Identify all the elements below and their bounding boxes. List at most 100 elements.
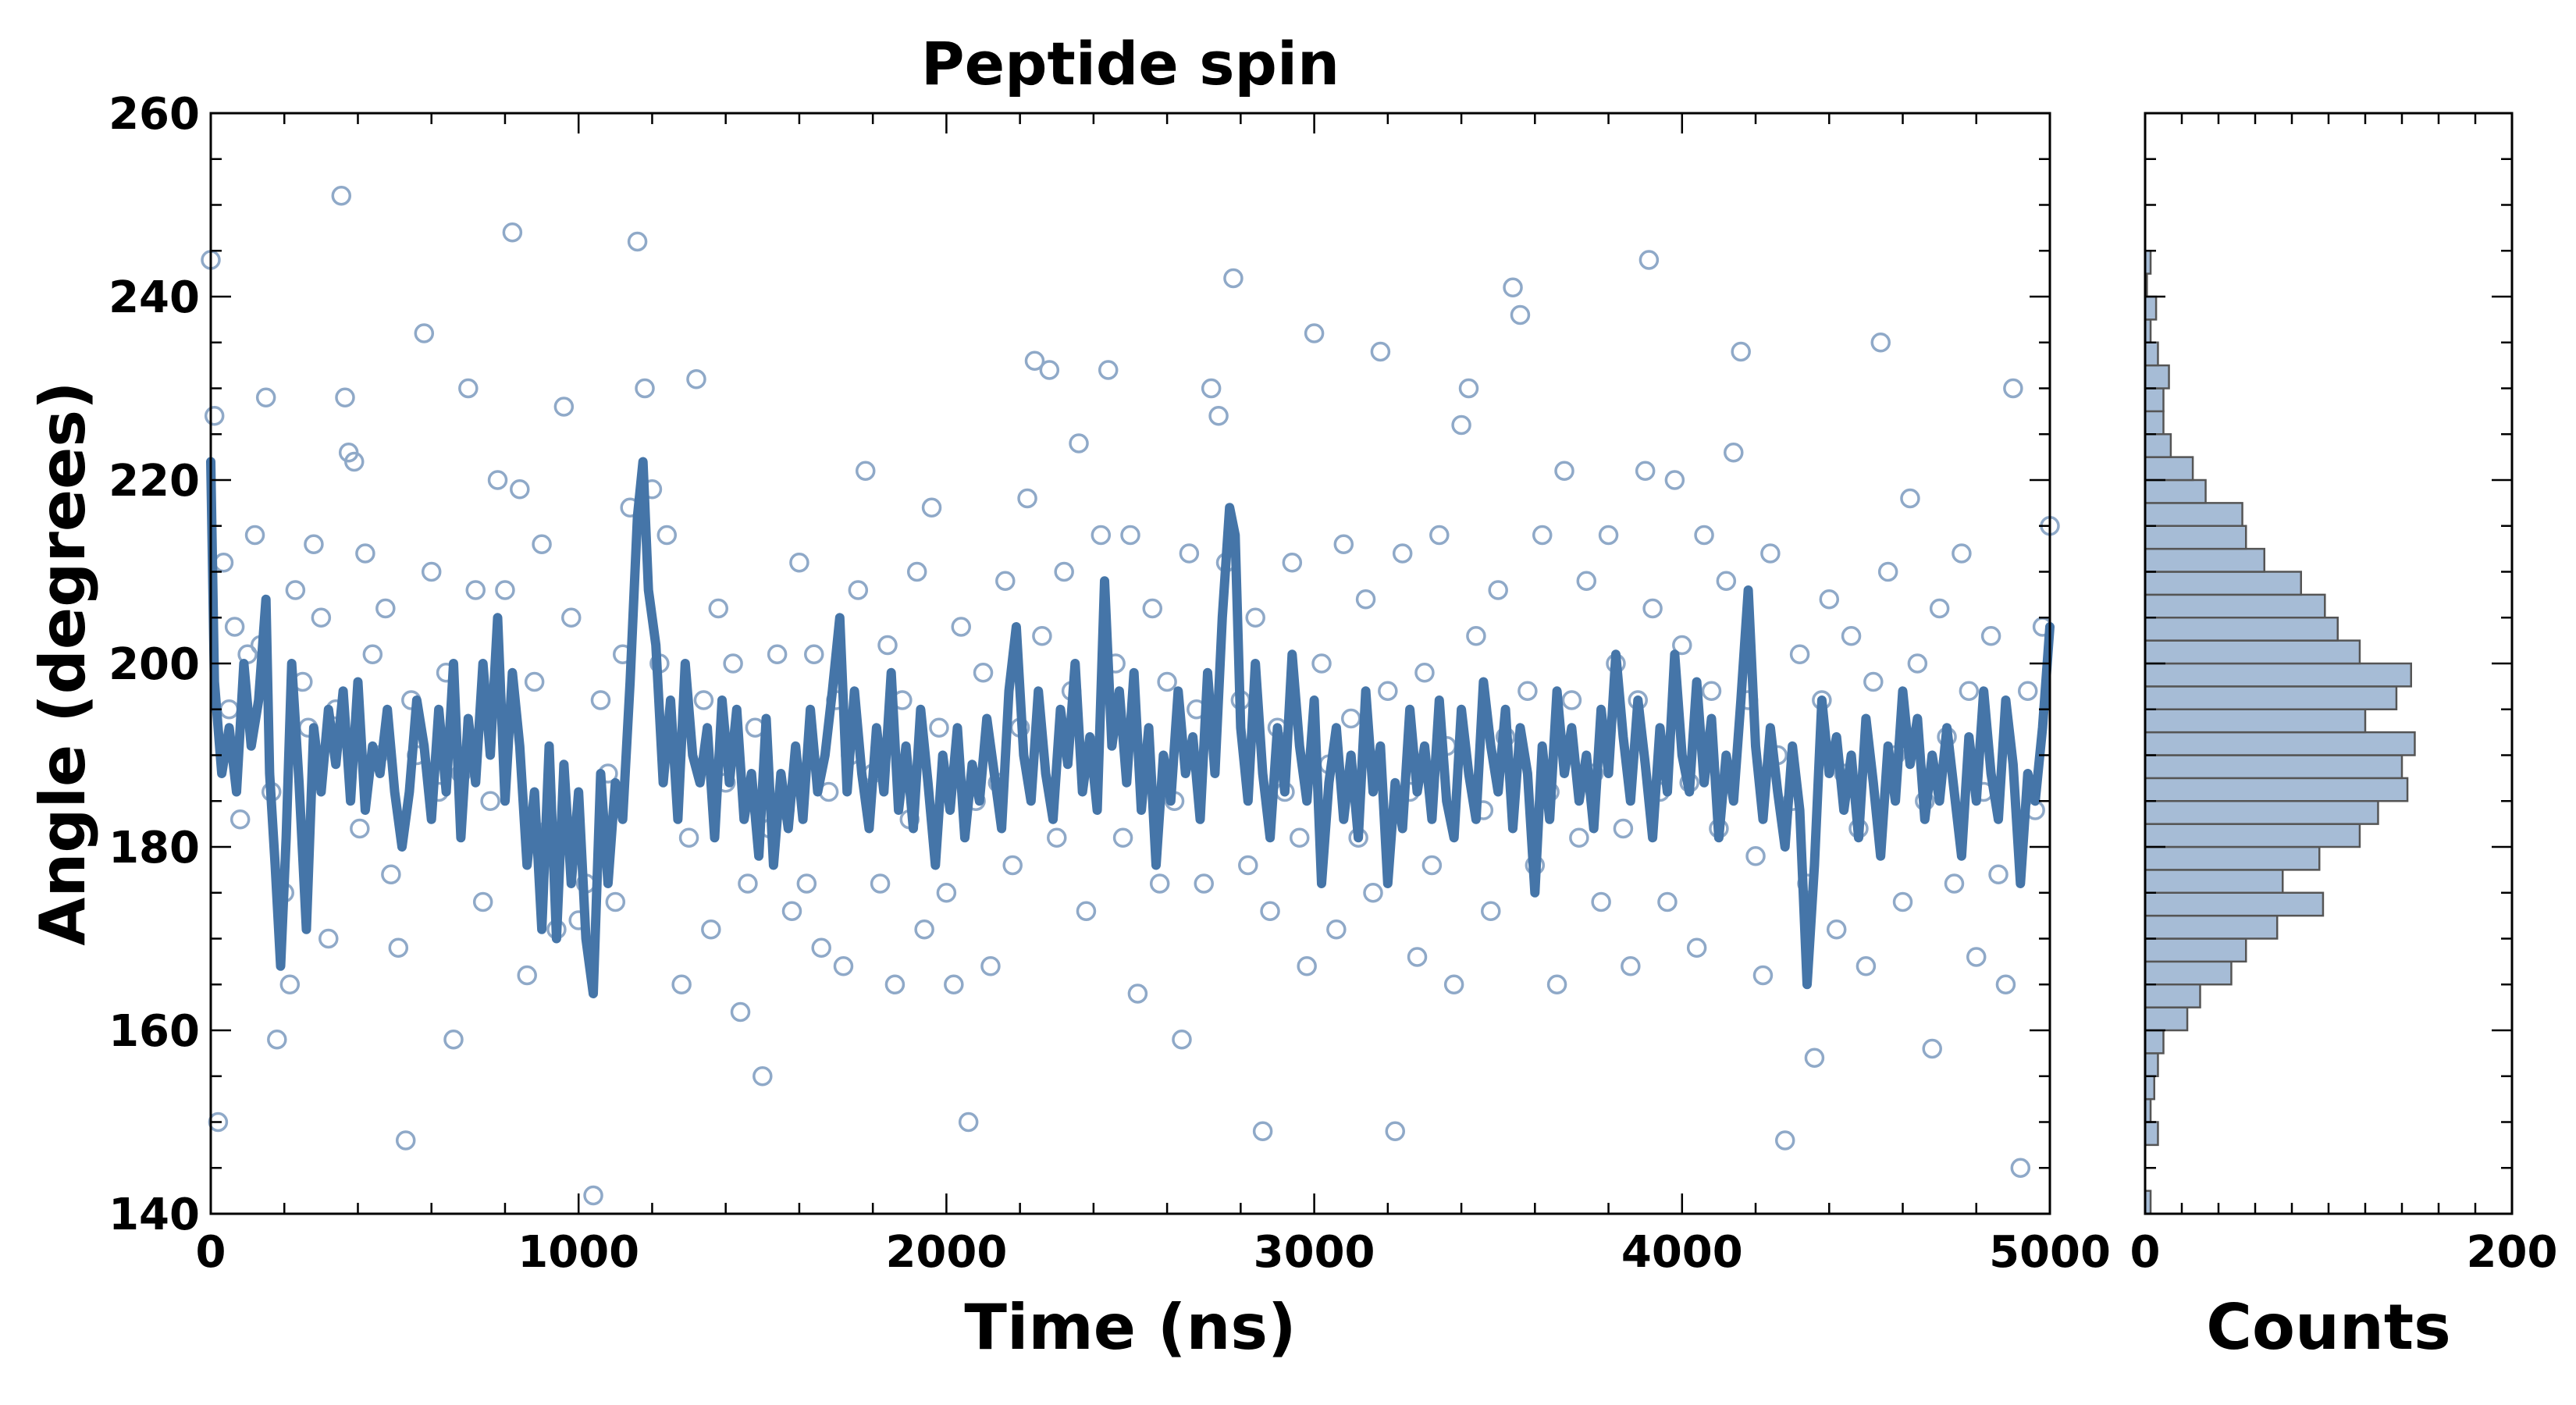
scatter-point <box>723 653 743 674</box>
scatter-point <box>304 534 324 554</box>
scatter-point <box>730 1001 751 1023</box>
scatter-point <box>1282 553 1303 573</box>
scatter-point <box>1451 414 1471 436</box>
scatter-point <box>1591 891 1611 912</box>
scatter-point <box>1716 571 1737 591</box>
histogram-bar <box>2144 960 2233 986</box>
histogram-bar <box>2144 617 2339 642</box>
y-tick-label: 240 <box>109 272 200 323</box>
scatter-point <box>1569 827 1589 848</box>
histogram-bar <box>2144 571 2302 596</box>
scatter-point <box>1069 433 1089 454</box>
scatter-point <box>1223 268 1244 289</box>
scatter-point <box>381 864 401 884</box>
scatter-point <box>480 791 500 811</box>
scatter-point <box>738 873 758 894</box>
scatter-point <box>1944 873 1965 894</box>
scatter-point <box>1039 360 1060 380</box>
scatter-point <box>204 406 225 426</box>
scatter-point <box>1966 947 1987 967</box>
y-tick-label: 200 <box>109 639 200 690</box>
histogram-bar <box>2144 364 2170 389</box>
scatter-point <box>1238 855 1258 876</box>
scatter-point <box>1870 333 1891 353</box>
scatter-point <box>583 1185 603 1206</box>
scatter-point <box>1988 864 2008 884</box>
scatter-point <box>502 222 523 243</box>
scatter-point <box>884 974 906 994</box>
scatter-point <box>510 479 530 500</box>
scatter-point <box>1980 626 2001 646</box>
scatter-point <box>2003 378 2023 399</box>
scatter-point <box>973 663 994 683</box>
x-tick-label: 3000 <box>1254 1227 1375 1278</box>
x-tick-labels: 0 1000 2000 3000 4000 5000 <box>196 1227 2111 1278</box>
scatter-point <box>1561 690 1582 710</box>
scatter-point <box>921 497 942 518</box>
scatter-point <box>1385 1121 1406 1141</box>
scatter-point <box>2017 681 2038 701</box>
histogram-bar <box>2144 891 2325 917</box>
scatter-point <box>848 580 869 600</box>
scatter-point <box>1686 937 1707 958</box>
scatter-point <box>1724 443 1744 463</box>
histogram-bar <box>2144 708 2367 734</box>
scatter-point <box>753 1066 773 1087</box>
histogram-x-tick-label: 200 <box>2467 1227 2558 1278</box>
scatter-point <box>267 1030 287 1050</box>
scatter-point <box>414 323 435 343</box>
scatter-point <box>1907 653 1928 674</box>
scatter-point <box>1304 323 1325 343</box>
scatter-point <box>1421 855 1443 876</box>
scatter-point <box>1900 488 1920 509</box>
scatter-point <box>1877 561 1898 582</box>
scatter-point <box>1120 525 1140 546</box>
scatter-point <box>1664 470 1685 490</box>
scatter-point <box>1355 589 1376 610</box>
scatter-point <box>1194 873 1214 894</box>
scatter-point <box>1370 341 1391 362</box>
scatter-point <box>678 827 699 848</box>
histogram-bar <box>2144 731 2416 756</box>
x-axis-label: Time (ns) <box>964 1291 1296 1364</box>
histogram-bar <box>2144 456 2194 482</box>
scatter-point <box>395 1130 416 1151</box>
histogram-bar <box>2144 478 2207 504</box>
scatter-point <box>1407 947 1428 967</box>
scatter-point <box>1863 671 1884 692</box>
y-tick-label: 140 <box>109 1190 200 1240</box>
scatter-point <box>1532 525 1553 546</box>
scatter-point <box>331 186 352 206</box>
line-series <box>206 457 2055 998</box>
scatter-point <box>458 378 479 399</box>
histogram-bar <box>2144 410 2165 436</box>
scatter-point <box>980 956 1001 976</box>
histogram-bar <box>2144 914 2279 940</box>
scatter-point <box>421 561 442 582</box>
scatter-point <box>1127 984 1148 1004</box>
scatter-point <box>1047 827 1067 848</box>
scatter-point <box>789 553 809 573</box>
scatter-point <box>1546 974 1567 994</box>
scatter-point <box>375 598 396 619</box>
scatter-point <box>1841 626 1862 646</box>
scatter-point <box>487 470 508 490</box>
scatter-point <box>1458 378 1479 399</box>
main-plot: Peptide spin 0 1000 2000 3000 4000 5000 140 16… <box>27 29 2111 1364</box>
scatter-point <box>344 451 365 472</box>
x-tick-label: 0 <box>196 1227 226 1278</box>
scatter-point <box>1789 644 1810 664</box>
scatter-point <box>958 1112 979 1133</box>
scatter-point <box>1952 543 1972 564</box>
scatter-point <box>1621 956 1641 976</box>
scatter-point <box>219 699 240 720</box>
scatter-point <box>870 873 891 894</box>
scatter-point <box>1032 626 1052 646</box>
histogram-x-tick-label: 0 <box>2130 1227 2161 1278</box>
scatter-point <box>796 873 817 894</box>
scatter-point <box>1245 607 1265 628</box>
scatter-point <box>1091 525 1112 546</box>
scatter-point <box>517 965 537 986</box>
x-tick-label: 5000 <box>1989 1227 2111 1278</box>
